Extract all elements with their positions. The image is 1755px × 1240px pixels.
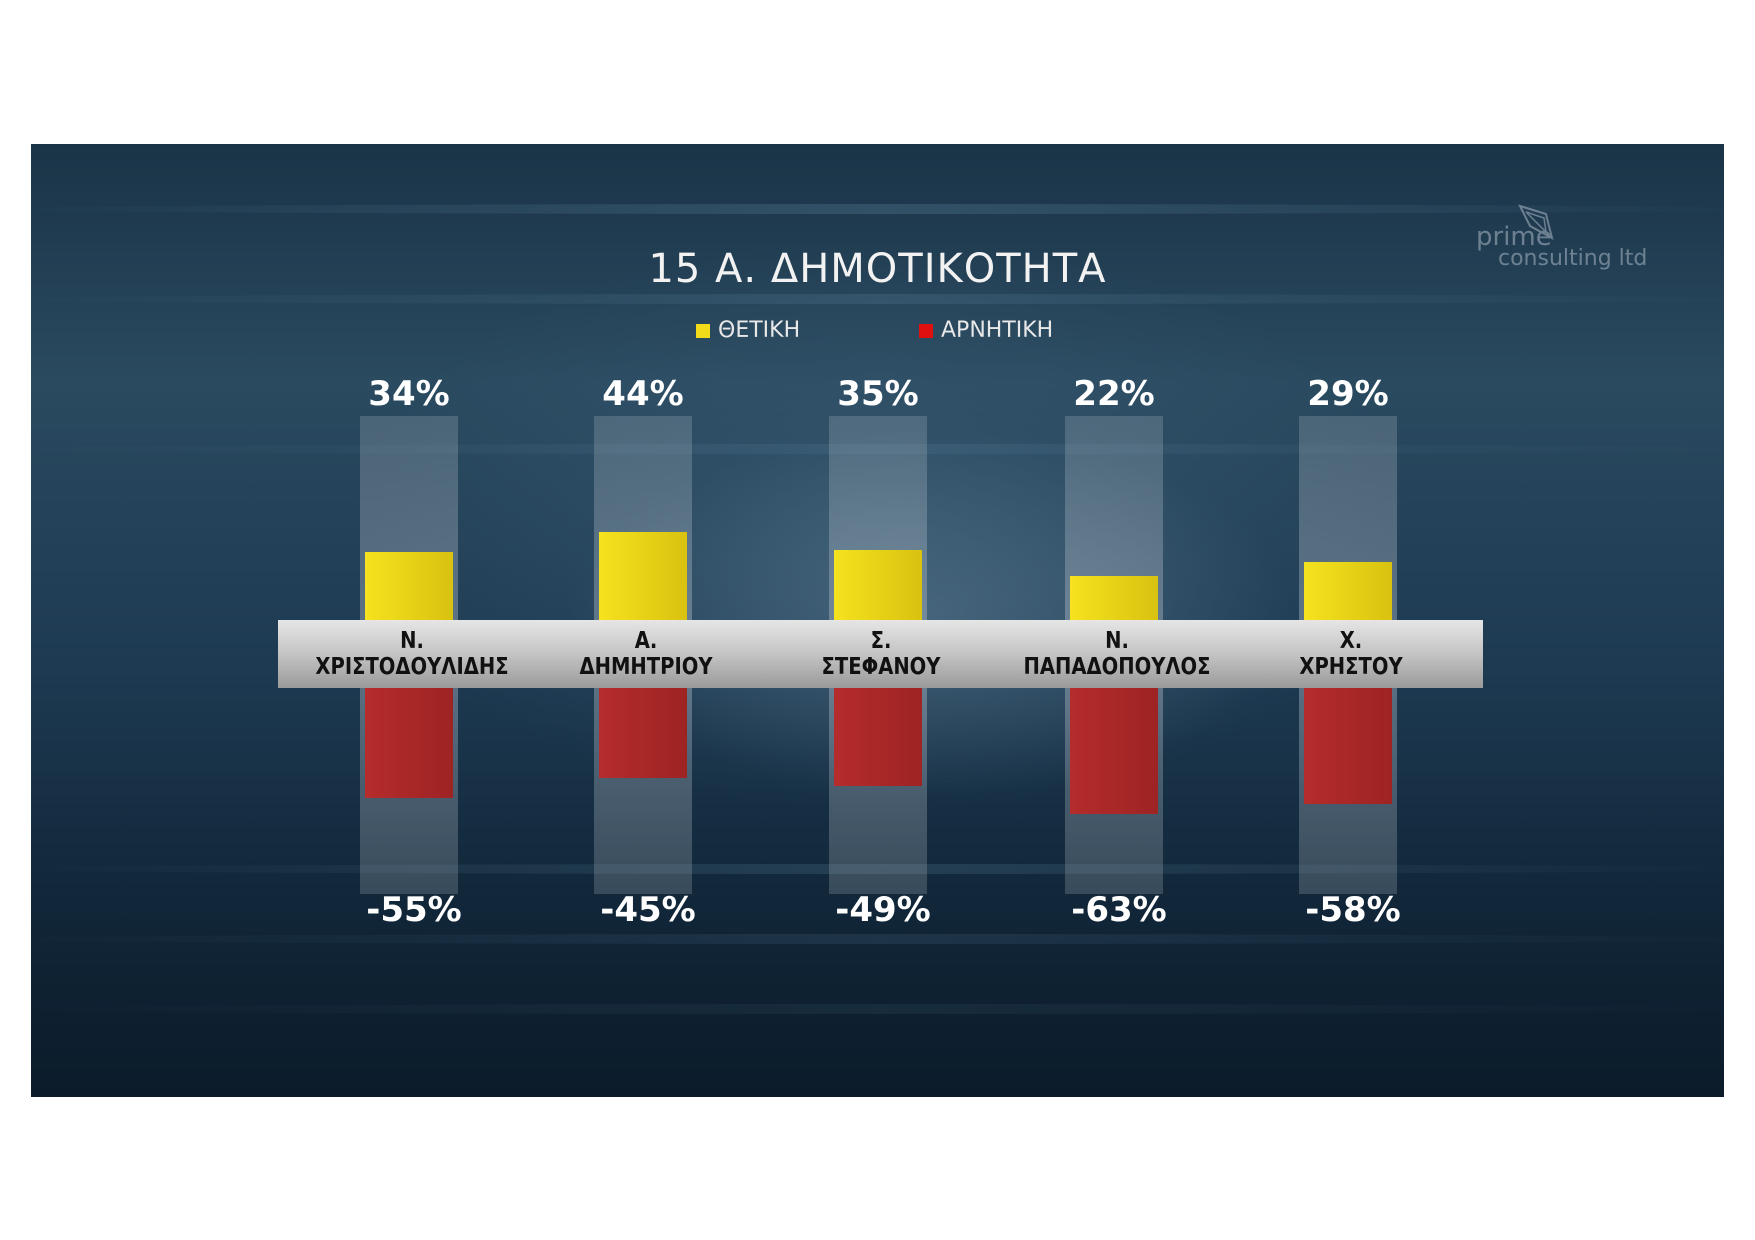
data-label-positive: 34% [368, 374, 450, 414]
candidate-surname: ΠΑΠΑΔΟΠΟΥΛΟΣ [1023, 654, 1211, 680]
candidate-surname: ΧΡΗΣΤΟΥ [1299, 654, 1403, 680]
legend-item-negative: ΑΡΝΗΤΙΚΗ [919, 318, 1053, 343]
candidate-initial: Ν. [400, 628, 424, 654]
candidate-name: Χ. ΧΡΗΣΤΟΥ [1249, 628, 1453, 680]
bar-negative [365, 688, 453, 798]
bar-positive [599, 532, 687, 620]
candidate-name: Α. ΔΗΜΗΤΡΙΟΥ [544, 628, 748, 680]
bar-positive [365, 552, 453, 620]
candidate-surname: ΧΡΙΣΤΟΔΟΥΛΙΔΗΣ [315, 654, 509, 680]
data-label-positive: 35% [837, 374, 919, 414]
bar-positive [1304, 562, 1392, 620]
bar-negative [834, 688, 922, 786]
data-label-positive: 44% [602, 374, 684, 414]
data-label-negative: -63% [1071, 890, 1167, 930]
legend-label-positive: ΘΕΤΙΚΗ [718, 318, 801, 343]
data-label-negative: -58% [1305, 890, 1401, 930]
legend-item-positive: ΘΕΤΙΚΗ [696, 318, 800, 343]
bar-positive [834, 550, 922, 620]
bar-negative [1304, 688, 1392, 804]
bar-positive [1070, 576, 1158, 620]
data-label-positive: 22% [1073, 374, 1155, 414]
candidate-initial: Χ. [1339, 628, 1363, 654]
candidate-initial: Α. [634, 628, 658, 654]
name-band [278, 620, 1483, 688]
watermark-word-consulting: consulting ltd [1498, 246, 1648, 271]
bar-chart [278, 416, 1483, 894]
watermark-word-prime: prime [1476, 222, 1552, 252]
candidate-name: Σ. ΣΤΕΦΑΝΟΥ [779, 628, 983, 680]
data-label-positive: 29% [1307, 374, 1389, 414]
chart-title: 15 Α. ΔΗΜΟΤΙΚΟΤΗΤΑ [648, 246, 1107, 292]
candidate-name: Ν. ΠΑΠΑΔΟΠΟΥΛΟΣ [1015, 628, 1219, 680]
candidate-surname: ΣΤΕΦΑΝΟΥ [821, 654, 941, 680]
data-label-negative: -49% [835, 890, 931, 930]
candidate-surname: ΔΗΜΗΤΡΙΟΥ [579, 654, 713, 680]
bar-negative [599, 688, 687, 778]
prime-logo-icon [1518, 204, 1554, 240]
prime-consulting-watermark: prime consulting ltd [1476, 204, 1676, 284]
data-label-negative: -55% [366, 890, 462, 930]
bar-negative [1070, 688, 1158, 814]
data-label-negative: -45% [600, 890, 696, 930]
candidate-initial: Σ. [870, 628, 892, 654]
legend-label-negative: ΑΡΝΗΤΙΚΗ [941, 318, 1054, 343]
chart-panel: 15 Α. ΔΗΜΟΤΙΚΟΤΗΤΑ prime consulting ltd … [31, 144, 1724, 1097]
candidate-name: Ν. ΧΡΙΣΤΟΔΟΥΛΙΔΗΣ [310, 628, 514, 680]
legend-swatch-red [919, 323, 933, 338]
legend-swatch-yellow [696, 323, 710, 338]
candidate-initial: Ν. [1105, 628, 1129, 654]
